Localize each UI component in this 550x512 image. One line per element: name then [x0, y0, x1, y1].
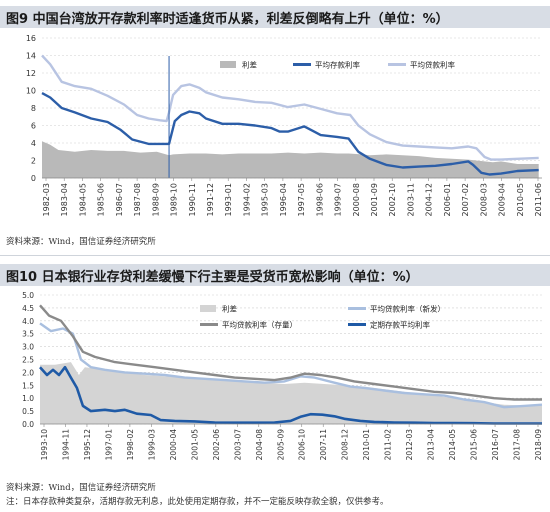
series-line-1 [41, 92, 539, 176]
series-area-0 [42, 141, 539, 178]
x-tick-label: 2010-01 [362, 429, 371, 461]
x-tick-label: 2010-05 [516, 183, 525, 216]
x-tick-label: 1984-05 [78, 183, 87, 216]
x-tick-label: 1995-12 [83, 429, 92, 461]
x-tick-label: 2008-12 [341, 429, 350, 461]
x-tick-label: 1989-10 [170, 183, 179, 216]
y-tick-label: 10 [26, 87, 36, 96]
x-tick-label: 1998-02 [126, 429, 135, 461]
x-tick-label: 2017-08 [513, 429, 522, 461]
figure10-note: 注：日本存款种类复杂，活期存款无利息，此处使用定期存款，并不一定能反映存款全貌，… [6, 497, 389, 507]
y-tick-label: 3.5 [22, 330, 34, 339]
legend-label-3: 定期存款平均利率 [370, 320, 430, 330]
legend-label-1: 平均贷款利率（新发） [370, 304, 445, 314]
y-tick-label: 2.0 [22, 368, 34, 377]
figure-divider [0, 255, 550, 256]
x-tick-label: 1985-06 [97, 183, 106, 216]
x-tick-label: 1990-11 [188, 183, 197, 216]
y-tick-label: 6 [31, 122, 36, 131]
x-tick-label: 1994-02 [242, 183, 251, 216]
figure10-title-bar: 图10 日本银行业存贷利差缓慢下行主要是受货币宽松影响（单位：%） [0, 264, 550, 286]
series-line-2 [41, 54, 539, 161]
x-tick-label: 2015-06 [470, 429, 479, 461]
y-tick-label: 2 [31, 157, 36, 166]
x-tick-label: 2018-09 [534, 429, 543, 461]
y-tick-label: 4.0 [22, 317, 34, 326]
x-tick-label: 1993-01 [224, 183, 233, 216]
series-line-2 [39, 304, 542, 401]
series-line-3 [39, 365, 542, 425]
x-tick-label: 1993-10 [40, 429, 49, 461]
figure9-source: 资料来源：Wind，国信证券经济研究所 [6, 237, 156, 247]
x-tick-label: 2001-05 [190, 429, 199, 461]
x-tick-label: 1997-01 [104, 429, 113, 461]
series-area-0 [40, 362, 542, 424]
y-tick-label: 14 [26, 52, 36, 61]
figure10-title: 图10 日本银行业存贷利差缓慢下行主要是受货币宽松影响（单位：%） [6, 269, 419, 285]
x-tick-label: 2004-12 [425, 183, 434, 216]
x-tick-label: 2012-03 [405, 429, 414, 461]
x-tick-label: 2007-11 [319, 429, 328, 461]
legend-label-0: 利差 [222, 304, 237, 314]
x-tick-label: 2005-09 [276, 429, 285, 461]
legend-label-2: 平均贷款利率 [410, 60, 455, 70]
x-tick-label: 1994-11 [61, 429, 70, 461]
y-tick-label: 0.0 [22, 420, 34, 429]
x-tick-label: 1982-03 [42, 183, 51, 216]
x-tick-label: 2001-09 [370, 183, 379, 216]
x-tick-label: 1988-09 [151, 183, 160, 216]
x-tick-label: 2007-02 [461, 183, 470, 216]
x-tick-label: 2000-04 [169, 429, 178, 461]
x-tick-label: 1999-07 [334, 183, 343, 216]
x-tick-label: 2002-10 [388, 183, 397, 216]
x-tick-label: 2000-08 [352, 183, 361, 216]
legend-swatch-0 [220, 61, 236, 68]
x-tick-label: 2006-01 [443, 183, 452, 216]
y-tick-label: 4 [31, 139, 36, 148]
x-tick-label: 1998-06 [315, 183, 324, 216]
legend-label-2: 平均贷款利率（存量） [222, 320, 297, 330]
x-tick-label: 2016-07 [491, 429, 500, 461]
y-tick-label: 3.0 [22, 343, 34, 352]
figure10-source: 资料来源：Wind，国信证券经济研究所 [6, 483, 156, 493]
x-tick-label: 1983-04 [60, 183, 69, 216]
y-tick-label: 0.5 [22, 407, 34, 416]
x-tick-label: 2014-05 [448, 429, 457, 461]
y-tick-label: 0 [31, 174, 36, 183]
x-tick-label: 1987-08 [133, 183, 142, 216]
y-tick-label: 4.5 [22, 304, 34, 313]
x-tick-label: 1986-07 [115, 183, 124, 216]
x-tick-label: 1991-12 [206, 183, 215, 216]
x-tick-label: 1995-03 [261, 183, 270, 216]
x-tick-label: 1999-03 [147, 429, 156, 461]
series-line-1 [39, 322, 543, 409]
y-tick-label: 2.5 [22, 356, 34, 365]
x-tick-label: 2009-04 [498, 183, 507, 216]
y-tick-label: 12 [26, 69, 36, 78]
figure9-title: 图9 中国台湾放开存款利率时适逢货币从紧，利差反倒略有上升（单位：%） [6, 11, 449, 27]
y-tick-label: 1.5 [22, 381, 34, 390]
legend-label-1: 平均存款利率 [315, 60, 360, 70]
x-tick-label: 2008-03 [479, 183, 488, 216]
x-tick-label: 2003-11 [406, 183, 415, 216]
legend-label-0: 利差 [242, 60, 257, 70]
x-tick-label: 2011-02 [384, 429, 393, 461]
x-tick-label: 2011-06 [534, 183, 543, 216]
x-tick-label: 2003-07 [233, 429, 242, 461]
x-tick-label: 2006-10 [298, 429, 307, 461]
x-tick-label: 2004-08 [255, 429, 264, 461]
y-tick-label: 8 [31, 104, 36, 113]
y-tick-label: 5.0 [22, 291, 34, 300]
x-tick-label: 1996-04 [279, 183, 288, 216]
y-tick-label: 1.0 [22, 394, 34, 403]
figure9-title-bar: 图9 中国台湾放开存款利率时适逢货币从紧，利差反倒略有上升（单位：%） [0, 6, 550, 28]
x-tick-label: 2013-04 [427, 429, 436, 461]
x-tick-label: 2002-06 [212, 429, 221, 461]
y-tick-label: 16 [26, 34, 36, 43]
figure9-chart: 0 2 4 6 8 10 12 14 16 1982-03 1983-04 1984-05 1985-0… [26, 34, 543, 216]
x-tick-label: 1997-05 [297, 183, 306, 216]
legend-swatch-0 [200, 305, 216, 312]
figure10-chart: 0.0 0.5 1.0 1.5 2.0 2.5 3.0 3.5 4.0 4.5 5.0 1993-10… [22, 291, 543, 461]
